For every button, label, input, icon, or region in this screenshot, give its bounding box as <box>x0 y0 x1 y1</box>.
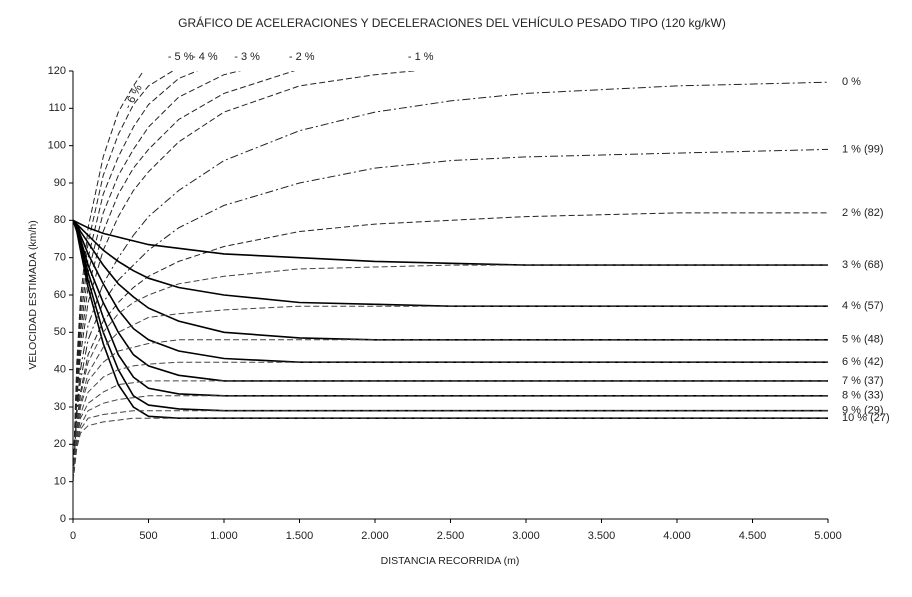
x-tick-label: 2.500 <box>437 530 465 542</box>
curve-label: - 1 % <box>408 51 434 63</box>
curve <box>73 417 828 482</box>
curve-label: 4 % (57) <box>842 300 884 312</box>
curve <box>73 71 174 482</box>
y-tick-label: 80 <box>54 214 66 226</box>
curve <box>73 305 828 482</box>
curve-label: 0 % <box>842 76 861 88</box>
curve <box>73 219 828 382</box>
curve <box>73 219 828 266</box>
curve <box>73 380 828 482</box>
chart-title: GRÁFICO DE ACELERACIONES Y DECELERACIONE… <box>178 15 726 30</box>
curve-label: 1 % (99) <box>842 143 884 155</box>
curve <box>73 339 828 482</box>
x-tick-label: 0 <box>70 530 76 542</box>
curve <box>73 264 828 482</box>
curve-label: - 5 % <box>168 51 194 63</box>
curve-label: - 3 % <box>234 51 260 63</box>
curve-label: 2 % (82) <box>842 207 884 219</box>
curve <box>73 361 828 482</box>
curve-label: 6 % (42) <box>842 356 884 368</box>
y-axis-title: VELOCIDAD ESTIMADA (km/h) <box>27 220 39 369</box>
x-axis-title: DISTANCIA RECORRIDA (m) <box>381 555 520 567</box>
curve <box>73 219 828 397</box>
y-tick-label: 70 <box>54 252 66 264</box>
curve-label: 5 % (48) <box>842 334 884 346</box>
y-tick-label: 60 <box>54 289 66 301</box>
curve <box>73 219 828 341</box>
y-tick-label: 120 <box>48 65 66 77</box>
curve <box>73 212 828 482</box>
y-tick-label: 90 <box>54 177 66 189</box>
curve <box>73 219 828 363</box>
curve <box>73 71 296 482</box>
curve <box>73 71 145 482</box>
y-tick-label: 100 <box>48 140 66 152</box>
curve-label: 7 % (37) <box>842 375 884 387</box>
y-tick-label: 110 <box>48 102 66 114</box>
curve-label: 3 % (68) <box>842 259 884 271</box>
y-tick-label: 10 <box>54 476 66 488</box>
curve <box>73 81 828 482</box>
curve <box>73 71 418 482</box>
curve <box>73 71 199 482</box>
curve <box>73 410 828 482</box>
plot-area <box>73 71 828 482</box>
curve <box>73 71 242 482</box>
curve-label: - 2 % <box>289 51 315 63</box>
y-tick-label: 50 <box>54 326 66 338</box>
x-tick-label: 1.000 <box>210 530 238 542</box>
curve-label: 10 % (27) <box>842 412 890 424</box>
x-tick-label: 4.500 <box>739 530 767 542</box>
curve-label: 8 % (33) <box>842 390 884 402</box>
curve-label: - 4 % <box>192 51 218 63</box>
x-tick-label: 4.000 <box>663 530 691 542</box>
y-tick-label: 30 <box>54 401 66 413</box>
y-tick-label: 0 <box>60 513 66 525</box>
x-tick-label: 2.000 <box>361 530 389 542</box>
x-tick-label: 5.000 <box>814 530 842 542</box>
y-tick-label: 40 <box>54 364 66 376</box>
y-tick-label: 20 <box>54 438 66 450</box>
x-tick-label: 3.500 <box>588 530 616 542</box>
curve <box>73 220 828 412</box>
x-tick-label: 3.000 <box>512 530 540 542</box>
curve <box>73 395 828 482</box>
x-tick-label: 1.500 <box>286 530 314 542</box>
curve-label: 9 % (29) <box>842 405 884 417</box>
curve <box>73 148 828 482</box>
x-tick-label: 500 <box>139 530 157 542</box>
curve-label: - 6 % <box>122 83 145 111</box>
